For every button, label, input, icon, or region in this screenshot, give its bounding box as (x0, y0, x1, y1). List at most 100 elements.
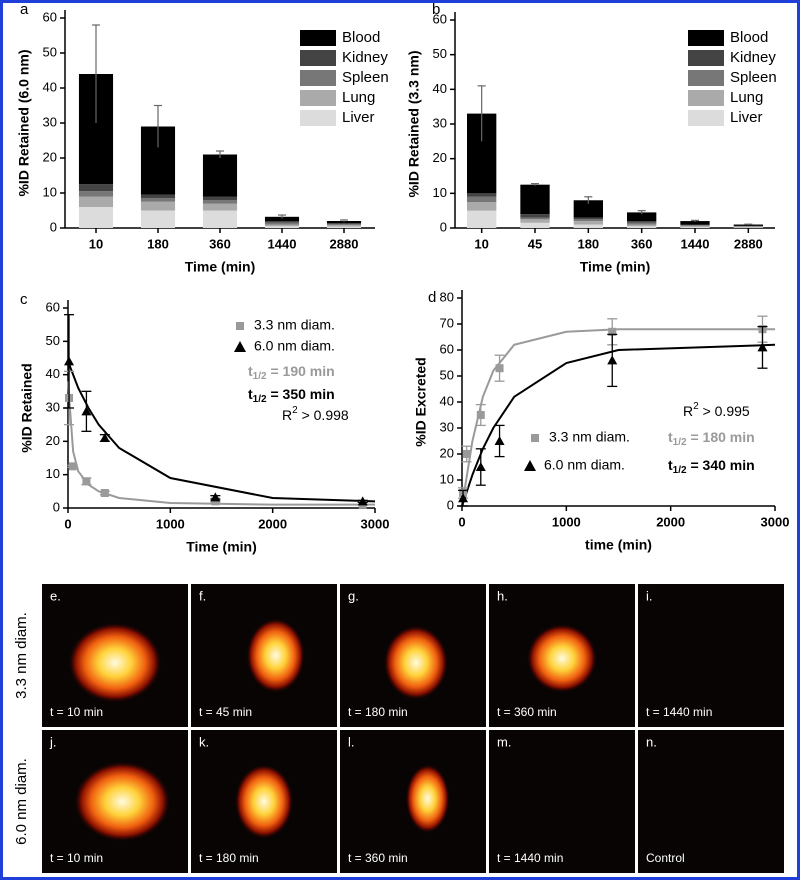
y-tick-label: 50 (440, 367, 454, 382)
data-point (608, 327, 617, 336)
y-tick-label: 0 (53, 499, 60, 514)
legend-label: Spleen (342, 69, 389, 86)
panel-caption: t = 10 min (50, 705, 103, 719)
bar-segment (202, 154, 238, 197)
fit-curve (461, 343, 776, 507)
r-squared-superscript: 2 (693, 401, 699, 412)
x-tick-label: 1000 (552, 514, 581, 529)
r-squared: R2 > 0.995 (683, 401, 750, 419)
bar-segment (680, 225, 710, 227)
signal-blob (74, 761, 171, 842)
panel-letter: d (428, 289, 436, 306)
data-point (458, 493, 469, 503)
y-tick-label: 70 (440, 315, 454, 330)
bar-segment (264, 222, 300, 225)
r-squared-text: > 0.998 (298, 407, 349, 423)
bar-segment (627, 224, 657, 227)
bar-segment (520, 217, 550, 220)
panel-letter: g. (348, 588, 359, 603)
legend-marker (234, 341, 246, 352)
bar-segment (520, 219, 550, 223)
bar-segment (733, 224, 763, 226)
legend-label: 6.0 nm diam. (544, 457, 625, 473)
bar-segment (520, 222, 550, 228)
bar-segment (680, 226, 710, 228)
x-tick-label: 2000 (258, 516, 287, 531)
data-point (607, 355, 618, 365)
x-tick-label: 10 (474, 236, 488, 251)
half-life-subscript: 1/2 (253, 371, 267, 382)
y-tick-label: 20 (433, 150, 447, 165)
panel-caption: t = 1440 min (497, 851, 563, 865)
x-tick-label: 3000 (361, 516, 390, 531)
bar-segment (627, 212, 657, 222)
panel-caption: t = 180 min (348, 705, 408, 719)
y-axis-label: %ID Excreted (413, 357, 429, 446)
data-point (757, 342, 768, 352)
legend-swatch (688, 110, 724, 126)
bar-segment (78, 196, 114, 207)
x-tick-label: 1440 (268, 236, 297, 251)
y-tick-label: 50 (433, 46, 447, 61)
bar-segment (573, 219, 603, 222)
data-point (476, 411, 485, 419)
legend-swatch (688, 50, 724, 66)
legend-label: Liver (730, 109, 763, 126)
x-tick-label: 0 (458, 514, 465, 529)
signal-blob (526, 624, 598, 693)
panel-caption: Control (646, 851, 685, 865)
bar-segment (573, 200, 603, 218)
bar-segment (326, 224, 362, 226)
r-squared-superscript: 2 (292, 405, 298, 416)
x-tick-label: 180 (147, 236, 169, 251)
panel-caption: t = 1440 min (646, 705, 712, 719)
legend-label: Liver (342, 109, 375, 126)
half-life-subscript: 1/2 (673, 437, 687, 448)
bar-segment (78, 184, 114, 192)
panel-letter: n. (646, 734, 657, 749)
data-point (494, 436, 505, 445)
x-axis-label: Time (min) (580, 259, 651, 275)
x-tick-label: 2880 (330, 236, 359, 251)
signal-blob (405, 764, 450, 833)
half-life: t1/2 = 340 min (668, 457, 755, 476)
panel-letter: a (20, 1, 29, 18)
y-tick-label: 0 (50, 219, 57, 234)
legend-marker (236, 322, 244, 330)
bar-segment (627, 221, 657, 223)
signal-blob (68, 622, 162, 703)
x-axis-label: Time (min) (186, 539, 257, 555)
signal-blob (383, 625, 449, 700)
bar-segment (326, 225, 362, 227)
r-squared-symbol: R (282, 407, 292, 423)
panel-letter: f. (199, 588, 206, 603)
bar-segment (78, 207, 114, 228)
half-life: t1/2 = 180 min (668, 429, 755, 448)
y-tick-label: 30 (46, 399, 60, 414)
legend-swatch (300, 70, 336, 86)
y-tick-label: 10 (433, 185, 447, 200)
legend-label: Lung (342, 89, 375, 106)
bar-segment (573, 224, 603, 228)
x-axis-label: time (min) (585, 537, 652, 553)
legend-label: Blood (342, 29, 380, 46)
y-tick-label: 30 (440, 419, 454, 434)
panel-letter: b (432, 1, 440, 18)
x-tick-label: 10 (89, 236, 103, 251)
legend-swatch (688, 30, 724, 46)
panel-letter: l. (348, 734, 355, 749)
half-life-symbol: t (248, 363, 253, 379)
y-tick-label: 30 (43, 114, 57, 129)
half-life-symbol: t (668, 457, 673, 473)
x-tick-label: 0 (64, 516, 71, 531)
bar-segment (264, 226, 300, 228)
y-tick-label: 10 (43, 184, 57, 199)
bar-segment (202, 203, 238, 211)
panel-caption: t = 10 min (50, 851, 103, 865)
bar-segment (202, 210, 238, 228)
half-life-symbol: t (668, 429, 673, 445)
half-life-subscript: 1/2 (673, 465, 687, 476)
x-tick-label: 2000 (656, 514, 685, 529)
y-tick-label: 20 (440, 445, 454, 460)
